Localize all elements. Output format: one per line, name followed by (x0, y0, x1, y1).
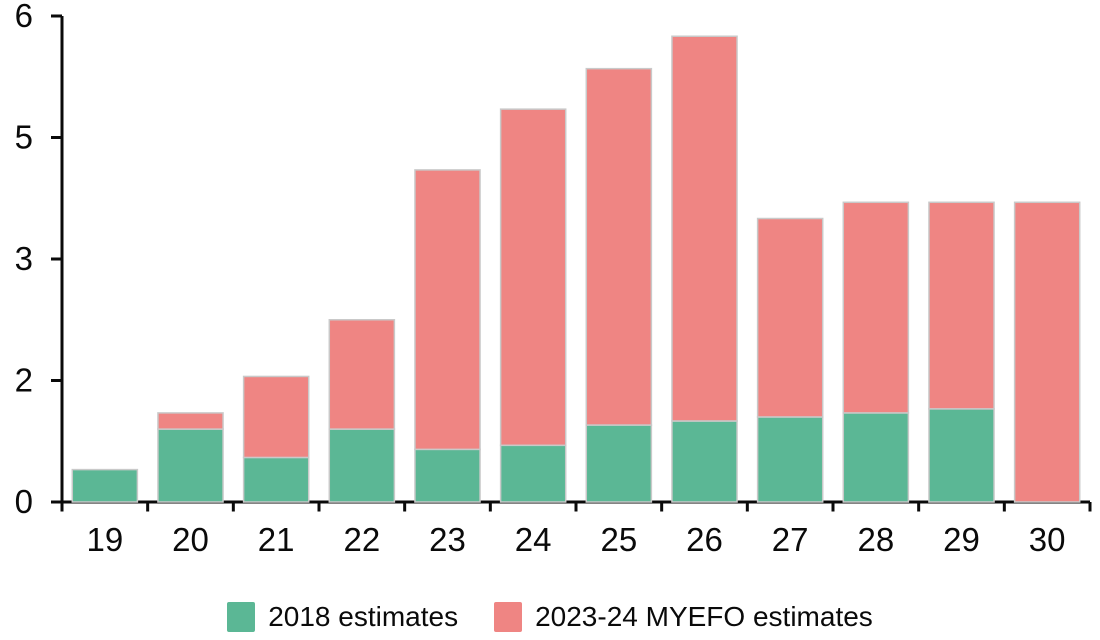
x-axis-label: 28 (857, 521, 894, 558)
bar-23-segment-myefo (414, 169, 481, 451)
legend-label-2018-estimates: 2018 estimates (268, 601, 459, 632)
legend-item-myefo-estimates: 2023-24 MYEFO estimates (494, 602, 873, 632)
bar-24-segment-2018 (499, 444, 567, 503)
x-axis-label: 27 (772, 521, 809, 558)
legend-swatch-2018-estimates (227, 602, 256, 632)
x-axis-label: 29 (943, 521, 980, 558)
bar-22-segment-myefo (328, 319, 396, 430)
bar-29-segment-myefo (928, 201, 995, 410)
y-axis-tick-label: 6 (15, 0, 33, 34)
x-axis-label: 20 (172, 521, 209, 558)
bar-27-segment-myefo (756, 217, 824, 418)
bar-30-segment-myefo (1013, 201, 1081, 503)
x-axis-label: 26 (686, 521, 723, 558)
bar-23-segment-2018 (414, 448, 481, 503)
bar-22-segment-2018 (328, 428, 396, 503)
bar-21-segment-myefo (242, 375, 310, 459)
bar-29-segment-2018 (928, 408, 995, 503)
x-axis-label: 30 (1029, 521, 1066, 558)
bar-21-segment-2018 (242, 456, 310, 503)
y-axis-tick-label: 5 (15, 119, 33, 156)
legend-label-myefo-estimates: 2023-24 MYEFO estimates (535, 601, 873, 632)
x-axis-label: 22 (343, 521, 380, 558)
y-axis-tick-label: 0 (15, 483, 33, 520)
x-axis-label: 19 (86, 521, 123, 558)
bar-20-segment-2018 (157, 428, 224, 503)
x-axis-label: 23 (429, 521, 466, 558)
y-axis-tick-label: 3 (15, 240, 33, 277)
bar-28-segment-2018 (842, 412, 910, 503)
legend-item-2018-estimates: 2018 estimates (227, 602, 458, 632)
x-axis-label: 24 (515, 521, 552, 558)
bar-28-segment-myefo (842, 201, 910, 414)
bar-26-segment-2018 (671, 420, 738, 503)
bar-27-segment-2018 (756, 416, 824, 503)
x-axis-label: 21 (258, 521, 295, 558)
x-axis-label: 25 (600, 521, 637, 558)
bar-26-segment-myefo (671, 35, 738, 422)
legend-swatch-myefo-estimates (494, 602, 523, 632)
bar-25-segment-myefo (585, 67, 653, 426)
bar-19-segment-2018 (71, 468, 139, 503)
bar-20-segment-myefo (157, 412, 224, 430)
chart-legend: 2018 estimates 2023-24 MYEFO estimates (0, 602, 1100, 632)
bar-25-segment-2018 (585, 424, 653, 503)
y-axis-tick-label: 2 (15, 362, 33, 399)
bar-24-segment-myefo (499, 108, 567, 447)
